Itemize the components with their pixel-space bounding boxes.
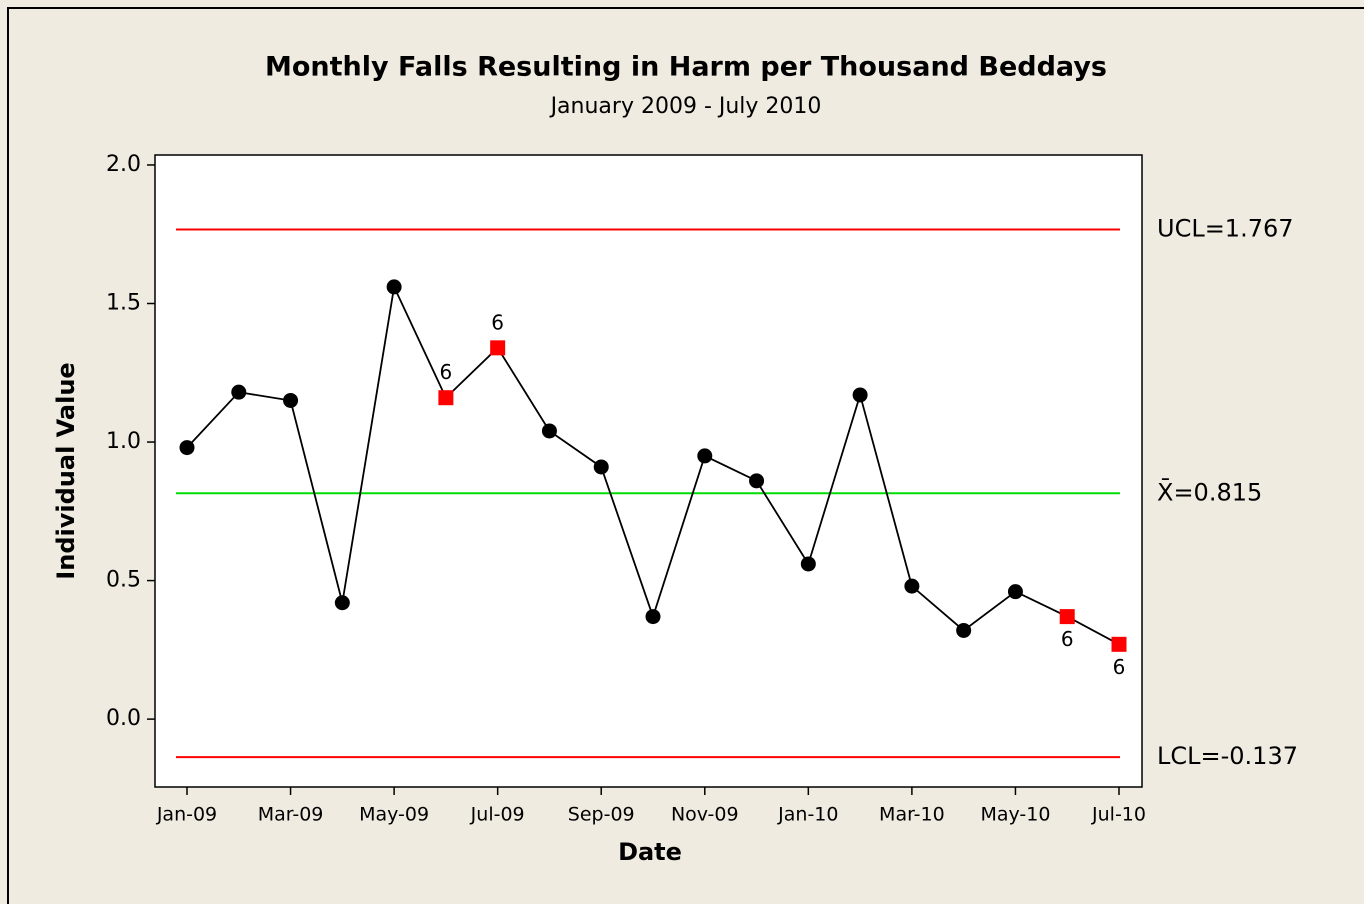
flag-label: 6 xyxy=(491,310,504,334)
y-tick-label: 1.5 xyxy=(106,291,141,316)
flag-label: 6 xyxy=(1061,627,1074,651)
point xyxy=(904,578,920,594)
control-label: LCL=-0.137 xyxy=(1157,742,1298,770)
point xyxy=(231,384,247,400)
x-tick-label: Jan-09 xyxy=(156,804,217,826)
x-tick-label: Nov-09 xyxy=(671,804,739,826)
flagged-point xyxy=(1059,609,1075,625)
x-tick-label: Sep-09 xyxy=(568,804,635,826)
flagged-point xyxy=(438,390,454,406)
x-tick-label: Jul-10 xyxy=(1091,804,1146,826)
plot-area xyxy=(154,154,1143,788)
point xyxy=(800,556,816,572)
point xyxy=(283,392,299,408)
x-tick-label: Jan-10 xyxy=(777,804,838,826)
point xyxy=(593,459,609,475)
y-tick-label: 0.0 xyxy=(106,706,141,731)
flag-label: 6 xyxy=(440,360,453,384)
point xyxy=(541,423,557,439)
x-tick-label: Mar-10 xyxy=(879,804,945,826)
x-tick-label: Mar-09 xyxy=(258,804,324,826)
flag-label: 6 xyxy=(1113,655,1126,679)
point xyxy=(645,609,661,625)
y-tick-label: 0.5 xyxy=(106,568,141,593)
control-label: UCL=1.767 xyxy=(1157,215,1294,243)
flagged-point xyxy=(490,340,506,356)
control-label: X̄=0.815 xyxy=(1157,477,1262,506)
y-axis-label: Individual Value xyxy=(52,362,80,579)
point xyxy=(1007,584,1023,600)
point xyxy=(749,473,765,489)
point xyxy=(179,440,195,456)
y-tick-label: 2.0 xyxy=(106,152,141,177)
flagged-point xyxy=(1111,636,1127,652)
x-tick-label: May-09 xyxy=(359,804,429,826)
point xyxy=(852,387,868,403)
chart-subtitle: January 2009 - July 2010 xyxy=(549,94,822,119)
point xyxy=(697,448,713,464)
x-tick-label: Jul-09 xyxy=(470,804,525,826)
x-tick-label: May-10 xyxy=(980,804,1050,826)
chart-title: Monthly Falls Resulting in Harm per Thou… xyxy=(265,52,1107,83)
point xyxy=(334,595,350,611)
y-tick-label: 1.0 xyxy=(106,429,141,454)
point xyxy=(386,279,402,295)
x-axis-label: Date xyxy=(618,838,682,866)
point xyxy=(956,622,972,638)
